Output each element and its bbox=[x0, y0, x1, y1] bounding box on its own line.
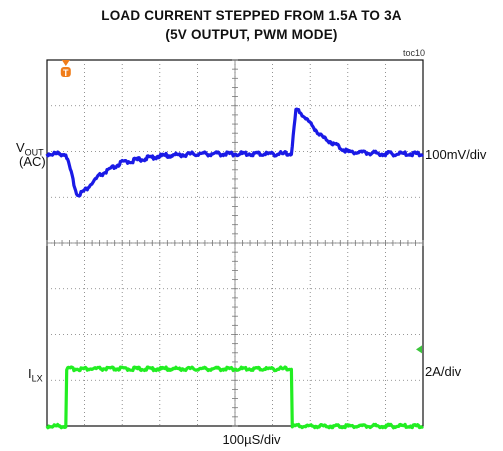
x-axis-label: 100µS/div bbox=[222, 432, 281, 447]
ilx-label: ILX bbox=[28, 366, 43, 384]
ilx-trace bbox=[45, 365, 424, 430]
ch2-offset-marker-icon bbox=[416, 345, 422, 354]
figure-id: toc10 bbox=[402, 48, 425, 58]
chart-title-line-2: (5V OUTPUT, PWM MODE) bbox=[165, 27, 338, 42]
vout-scale-label: 100mV/div bbox=[425, 147, 487, 162]
trigger-badge-icon bbox=[60, 67, 71, 77]
trigger-arrow-icon bbox=[61, 60, 70, 66]
trigger-marker-label: T bbox=[63, 68, 69, 78]
chart-title-line-1: LOAD CURRENT STEPPED FROM 1.5A TO 3A bbox=[101, 8, 402, 23]
vout-label-ac: (AC) bbox=[19, 154, 46, 169]
vout-label: VOUT bbox=[16, 140, 44, 158]
vout-trace bbox=[45, 107, 424, 198]
ilx-scale-label: 2A/div bbox=[425, 364, 462, 379]
